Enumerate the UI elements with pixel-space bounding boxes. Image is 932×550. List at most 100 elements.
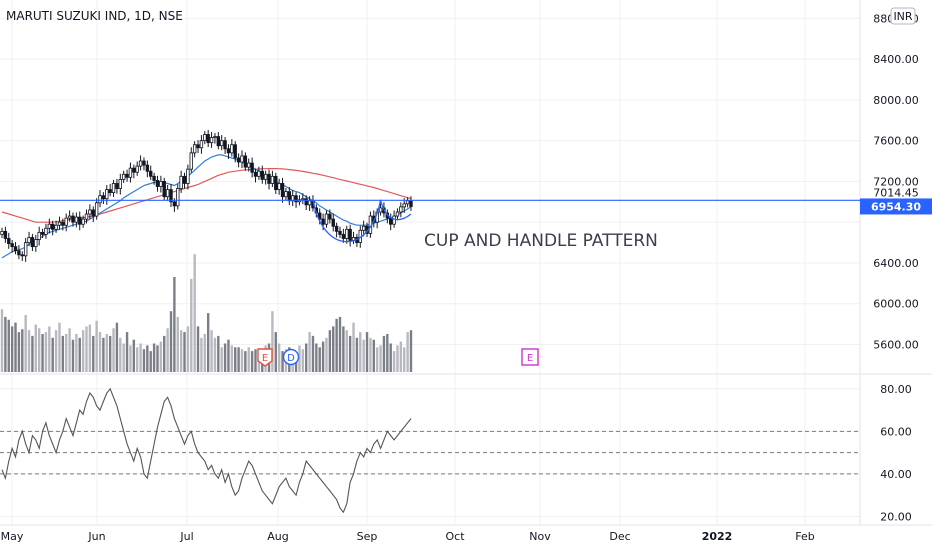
volume-bar [406, 332, 409, 372]
candle-body [105, 189, 109, 200]
volume-bar [58, 322, 61, 372]
volume-bar [250, 351, 254, 372]
price-tick-label: 5600.00 [873, 338, 919, 351]
volume-bar [365, 332, 369, 372]
candle-body [405, 200, 410, 205]
volume-bar [338, 316, 342, 372]
volume-bar [369, 337, 372, 372]
time-tick-label: Dec [609, 530, 630, 543]
candle-body [307, 200, 312, 206]
time-tick-label: Aug [267, 530, 288, 543]
volume-bar [200, 337, 203, 372]
candle-body [51, 223, 55, 230]
volume-bar [217, 335, 220, 372]
candle-body [196, 144, 200, 149]
volume-bar [305, 343, 308, 372]
volume-bar [4, 316, 7, 372]
price-axis[interactable]: 8800.008400.008000.007600.007200.006400.… [860, 12, 932, 351]
candle-body [98, 195, 102, 204]
volume-bar [183, 332, 186, 372]
candle-body [199, 140, 204, 149]
candle-body [192, 144, 197, 154]
cup-drawing[interactable] [312, 199, 412, 243]
candle-body [135, 165, 139, 173]
volume-bar [193, 254, 196, 372]
handle-curve [379, 199, 412, 221]
dividend-marker[interactable]: D [282, 348, 300, 366]
volume-bar [112, 328, 115, 372]
candle-body [216, 136, 221, 147]
volume-bar [24, 315, 27, 372]
dividend-marker-shape [282, 348, 300, 366]
volume-bar [240, 349, 244, 372]
volume-bar [68, 328, 71, 372]
candle-body [108, 189, 112, 194]
volume-bar [328, 330, 332, 372]
candle-body [318, 212, 322, 220]
grid [0, 0, 932, 526]
candle-body [334, 225, 339, 232]
volume-bar [237, 347, 240, 372]
pattern-annotation[interactable]: CUP AND HANDLE PATTERN [424, 231, 658, 251]
candle-body [402, 203, 406, 208]
candle-body [324, 213, 329, 225]
volume-bar [206, 313, 210, 372]
candle-body [287, 191, 291, 202]
volume-bars [0, 254, 413, 372]
future-earnings-marker-shape [521, 348, 539, 366]
time-axis[interactable]: May Jun Jul Aug Sep Oct Nov Dec 2022 Feb [1, 530, 815, 543]
candle-body [94, 202, 99, 217]
volume-bar [10, 326, 14, 372]
rsi-axis[interactable]: 80.00 60.00 40.00 20.00 [880, 383, 912, 524]
candle-body [304, 198, 308, 206]
earnings-marker[interactable]: E [257, 348, 273, 367]
candle-body [189, 152, 193, 170]
candle-body [118, 178, 122, 189]
candle-body [111, 183, 116, 194]
volume-bar [321, 341, 325, 372]
volume-bar [372, 339, 375, 372]
volume-bar [348, 335, 352, 372]
volume-bar [254, 349, 257, 372]
event-marker-label: D [287, 353, 295, 364]
candle-body [263, 173, 268, 180]
candle-body [101, 195, 106, 200]
time-tick-label: Jul [179, 530, 193, 543]
volume-bar [301, 349, 305, 372]
candle-body [186, 168, 190, 184]
future_earnings-marker[interactable]: E [521, 348, 539, 366]
time-tick-label: May [1, 530, 24, 543]
candle-body [125, 173, 129, 178]
candle-body [338, 230, 342, 235]
volume-bar [352, 322, 355, 372]
candle-body [361, 225, 366, 231]
volume-bar [169, 311, 173, 372]
candle-body [71, 215, 75, 223]
volume-bar [403, 347, 406, 372]
candle-body [67, 215, 72, 219]
volume-bar [271, 311, 274, 372]
volume-bar [152, 343, 156, 372]
volume-bar [132, 339, 136, 372]
volume-bar [318, 347, 321, 372]
last-price-label: 6954.30 [871, 200, 921, 213]
candle-body [182, 175, 187, 184]
volume-bar [14, 322, 17, 372]
volume-bar [220, 347, 223, 372]
time-tick-label: 2022 [702, 530, 733, 543]
rsi-path [1, 387, 412, 514]
volume-bar [41, 334, 44, 372]
candle-body [270, 175, 275, 184]
volume-bar [7, 319, 10, 372]
volume-bar [386, 334, 389, 372]
volume-bar [27, 330, 31, 372]
volume-bar [156, 345, 159, 372]
volume-bar [34, 324, 37, 372]
volume-bar [213, 337, 217, 372]
volume-bar [142, 349, 146, 372]
volume-bar [102, 337, 105, 372]
currency-badge[interactable]: INR [890, 7, 916, 25]
time-tick-label: Feb [795, 530, 814, 543]
